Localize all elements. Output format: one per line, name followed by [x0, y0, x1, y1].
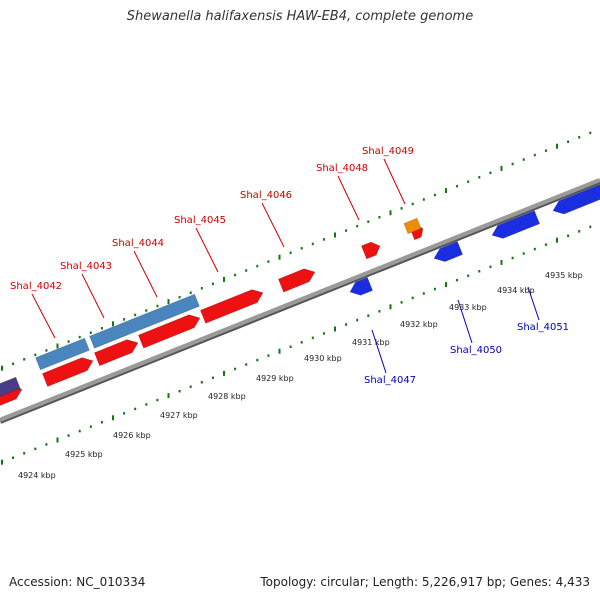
reverse-cds-arrow — [433, 241, 463, 262]
kbp-label: 4933 kbp — [449, 303, 487, 312]
forward-misc-box — [403, 217, 422, 235]
forward-feature-box — [89, 293, 200, 349]
kbp-label: 4932 kbp — [400, 320, 438, 329]
gene-leader-line — [133, 250, 158, 298]
forward-cds-arrow — [138, 314, 201, 349]
gene-label-reverse: Shal_4047 — [364, 375, 416, 386]
backbone — [0, 178, 600, 424]
kbp-label: 4924 kbp — [18, 471, 56, 480]
forward-tick-row — [1, 131, 592, 371]
gene-leader-line — [81, 273, 105, 319]
gene-leader-line — [261, 202, 285, 248]
gene-leader-line — [31, 293, 56, 339]
forward-cds-arrow — [361, 241, 381, 260]
gene-label-forward: Shal_4048 — [316, 163, 368, 174]
reverse-cds-arrow — [552, 184, 600, 215]
forward-cds-arrow — [94, 339, 139, 367]
gene-leader-line — [383, 158, 406, 205]
forward-feature-box — [35, 337, 90, 371]
kbp-label: 4925 kbp — [65, 450, 103, 459]
forward-cds-arrow — [200, 289, 264, 324]
kbp-label: 4928 kbp — [208, 392, 246, 401]
gene-label-reverse: Shal_4050 — [450, 345, 502, 356]
genome-summary: Topology: circular; Length: 5,226,917 bp… — [260, 575, 590, 589]
kbp-label: 4927 kbp — [160, 411, 198, 420]
reverse-cds-arrow — [349, 277, 373, 296]
gene-label-forward: Shal_4042 — [10, 281, 62, 292]
gene-features — [0, 184, 600, 406]
gene-labels: Shal_4042 Shal_4043 Shal_4044 Shal_4045 Shal… — [10, 146, 569, 386]
forward-cds-arrow — [278, 268, 316, 293]
reverse-cds-arrow — [491, 210, 540, 239]
kbp-labels: 4924 kbp 4925 kbp 4926 kbp 4927 kbp 4928 kbp… — [18, 271, 583, 480]
gene-leader-line — [457, 299, 473, 344]
gene-leader-line — [527, 286, 540, 321]
gene-leader-line — [371, 329, 387, 374]
kbp-label: 4926 kbp — [113, 431, 151, 440]
reverse-feature-box — [0, 376, 21, 397]
backbone-line — [0, 178, 600, 422]
gene-label-reverse: Shal_4051 — [517, 322, 569, 333]
gene-leader-line — [337, 175, 360, 221]
gene-label-forward: Shal_4049 — [362, 146, 414, 157]
gene-label-forward: Shal_4046 — [240, 190, 292, 201]
gene-label-forward: Shal_4045 — [174, 215, 226, 226]
reverse-tick-row — [1, 225, 592, 465]
forward-cds-arrow — [42, 357, 94, 387]
map-title: Shewanella halifaxensis HAW-EB4, complet… — [126, 9, 474, 24]
accession-label: Accession: NC_010334 — [9, 575, 146, 589]
kbp-label: 4934 kbp — [497, 286, 535, 295]
kbp-label: 4930 kbp — [304, 354, 342, 363]
kbp-label: 4935 kbp — [545, 271, 583, 280]
kbp-label: 4929 kbp — [256, 374, 294, 383]
gene-label-forward: Shal_4043 — [60, 261, 112, 272]
tick-marks — [1, 131, 592, 465]
kbp-label: 4931 kbp — [352, 338, 390, 347]
gene-leader-line — [195, 227, 219, 273]
gene-label-forward: Shal_4044 — [112, 238, 164, 249]
